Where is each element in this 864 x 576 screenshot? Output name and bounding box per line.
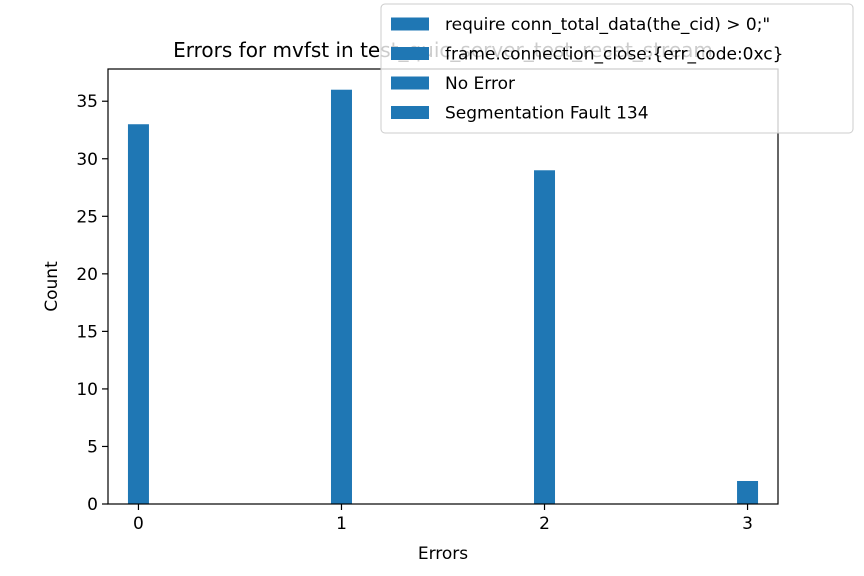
- plot-area: [127, 89, 759, 504]
- y-tick-label: 25: [76, 207, 98, 227]
- x-tick-label: 0: [133, 514, 144, 534]
- x-tick-label: 1: [336, 514, 347, 534]
- bar-1: [330, 89, 352, 504]
- legend-box: [380, 3, 854, 134]
- bar-0: [127, 124, 149, 504]
- y-axis: 0 5 10 15 20 25 30 35: [76, 92, 108, 515]
- axes-frame: [107, 68, 779, 505]
- x-tick-label: 3: [742, 514, 753, 534]
- legend-label: Segmentation Fault 134: [445, 104, 649, 124]
- y-tick-label: 10: [76, 380, 98, 400]
- y-axis-label: Count: [42, 261, 62, 312]
- legend-swatch: [391, 76, 429, 90]
- x-tick-label: 2: [539, 514, 550, 534]
- bar-2: [534, 170, 556, 504]
- legend-label: frame.connection_close:{err_code:0xc}: [445, 45, 783, 65]
- legend-swatch: [391, 106, 429, 119]
- legend-label: require conn_total_data(the_cid) > 0;": [445, 15, 770, 35]
- y-tick-label: 35: [76, 92, 98, 112]
- x-axis: 0 1 2 3: [133, 504, 753, 534]
- x-axis-label: Errors: [418, 544, 468, 564]
- bar-3: [737, 480, 759, 504]
- y-tick-label: 0: [87, 495, 98, 515]
- legend-swatch: [391, 47, 429, 60]
- y-tick-label: 5: [87, 437, 98, 457]
- y-tick-label: 15: [76, 322, 98, 342]
- legend-swatch: [391, 17, 429, 31]
- legend: require conn_total_data(the_cid) > 0;" fr…: [380, 3, 854, 134]
- y-tick-label: 30: [76, 150, 98, 170]
- y-tick-label: 20: [76, 265, 98, 285]
- legend-label: No Error: [445, 74, 515, 94]
